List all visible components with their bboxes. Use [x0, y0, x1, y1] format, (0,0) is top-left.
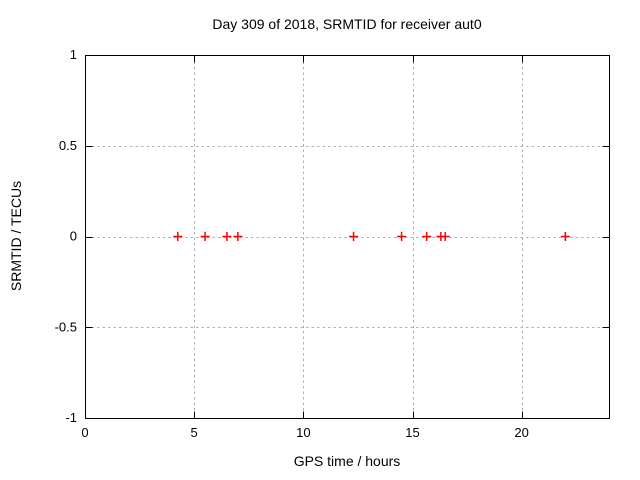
x-axis-label: GPS time / hours	[293, 453, 401, 469]
x-tick-label: 15	[405, 425, 419, 440]
y-tick-label: -0.5	[55, 319, 77, 334]
data-point-marker	[222, 232, 232, 241]
y-tick-label: -1	[65, 410, 77, 425]
data-point-marker	[397, 232, 407, 241]
x-tick-label: 5	[191, 425, 198, 440]
data-point-marker	[233, 232, 243, 241]
y-tick-label: 0	[70, 229, 77, 244]
x-tick-label: 0	[81, 425, 88, 440]
chart-title: Day 309 of 2018, SRMTID for receiver aut…	[212, 16, 482, 32]
y-tick-label: 1	[70, 47, 77, 62]
data-point-marker	[173, 232, 183, 241]
data-point-marker	[422, 232, 432, 241]
data-point-marker	[349, 232, 359, 241]
data-point-marker	[440, 232, 450, 241]
y-axis-label: SRMTID / TECUs	[8, 180, 24, 292]
x-tick-label: 20	[514, 425, 528, 440]
y-tick-label: 0.5	[59, 138, 77, 153]
data-point-marker	[200, 232, 210, 241]
x-tick-label: 10	[296, 425, 310, 440]
data-point-marker	[560, 232, 570, 241]
